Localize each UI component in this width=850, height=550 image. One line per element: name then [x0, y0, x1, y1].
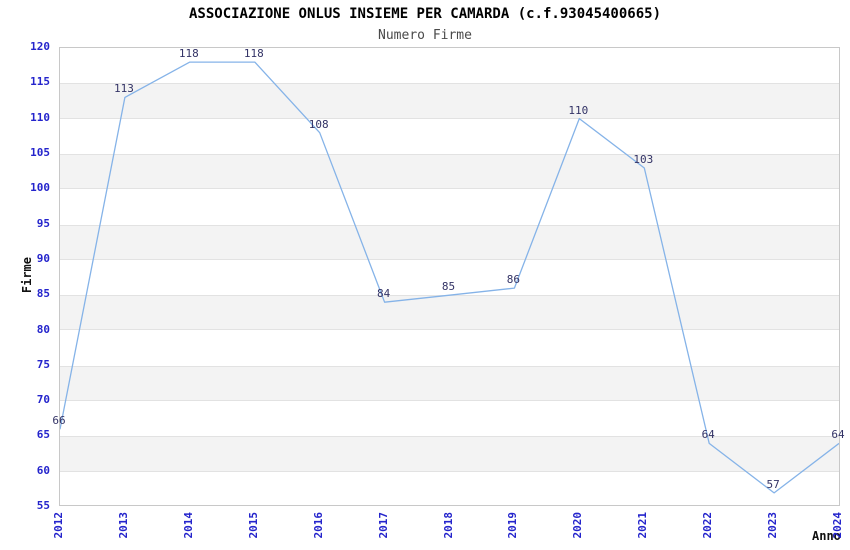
y-tick-label: 115: [30, 75, 50, 89]
y-tick-label: 110: [30, 110, 50, 124]
y-tick-label: 55: [36, 499, 50, 512]
x-tick-label: 2019: [506, 512, 520, 539]
y-tick-label: 60: [36, 463, 50, 477]
x-tick-label: 2021: [636, 512, 650, 539]
y-tick-label: 85: [36, 287, 50, 301]
grid-band: [60, 295, 839, 331]
data-label: 86: [506, 273, 521, 287]
data-label: 108: [308, 117, 329, 131]
data-label: 103: [633, 153, 654, 166]
x-axis-title: Anno: [812, 529, 841, 543]
y-tick-label: 90: [36, 251, 50, 265]
x-tick-label: 2022: [701, 512, 715, 539]
grid-band: [60, 153, 839, 190]
data-label: 66: [52, 414, 66, 428]
data-label: 118: [243, 47, 264, 61]
x-tick-label: 2016: [311, 512, 325, 539]
y-tick-label: 120: [30, 40, 50, 53]
line-series: [60, 61, 839, 494]
y-tick-label: 80: [36, 322, 50, 336]
chart-subtitle: Numero Firme: [378, 28, 472, 43]
grid-band: [60, 365, 839, 402]
data-label: 57: [766, 477, 780, 491]
chart-title: ASSOCIAZIONE ONLUS INSIEME PER CAMARDA (…: [188, 6, 661, 22]
x-tick-label: 2015: [246, 512, 260, 539]
plot-area: [59, 47, 840, 506]
data-label: 64: [831, 428, 845, 442]
x-tick-label: 2020: [571, 512, 585, 539]
y-tick-label: 95: [36, 216, 50, 230]
data-label: 85: [441, 280, 456, 294]
y-tick-label: 70: [36, 393, 50, 407]
x-tick-label: 2014: [181, 512, 195, 539]
data-label: 118: [178, 47, 199, 61]
y-tick-label: 65: [36, 428, 50, 442]
data-label: 84: [376, 287, 391, 301]
y-tick-label: 75: [36, 357, 50, 371]
x-tick-label: 2012: [52, 512, 65, 539]
grid-band: [60, 224, 839, 260]
x-tick-label: 2023: [766, 512, 780, 539]
y-tick-label: 105: [30, 145, 50, 159]
x-tick-label: 2018: [441, 512, 455, 539]
data-label: 64: [701, 428, 715, 442]
x-tick-label: 2017: [376, 512, 390, 539]
y-tick-label: 100: [30, 181, 50, 195]
x-tick-label: 2013: [116, 512, 130, 539]
data-label: 110: [568, 103, 589, 117]
x-tick-label: 2024: [831, 512, 844, 539]
data-label: 113: [113, 82, 134, 96]
grid-band: [60, 83, 839, 119]
